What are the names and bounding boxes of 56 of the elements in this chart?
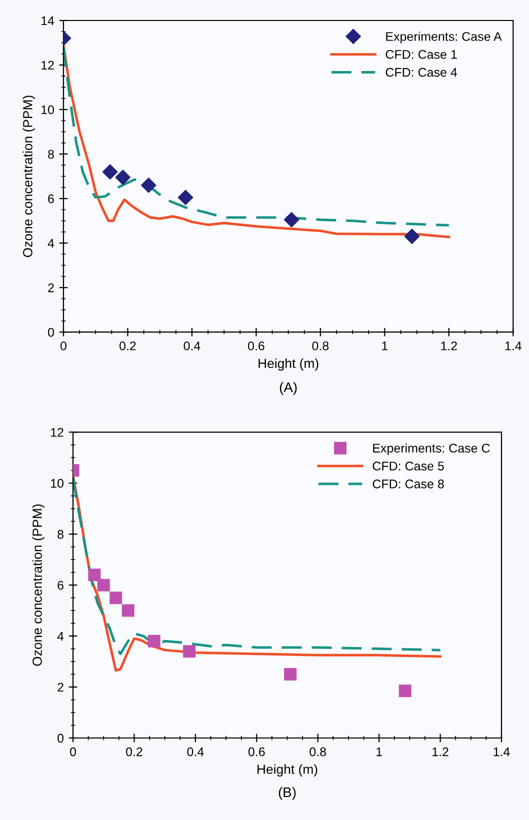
x-tick-label: 0.8 <box>312 341 329 350</box>
text: (A) <box>280 382 297 395</box>
x-tick-label: 0.6 <box>248 341 264 350</box>
y-tick-label: 12 <box>51 428 64 437</box>
y-tick-label: 12 <box>42 60 54 70</box>
point <box>183 645 196 658</box>
y-tick-label: 4 <box>48 239 54 248</box>
y-tick-label: 6 <box>58 580 64 590</box>
y-tick-label: 14 <box>42 16 54 26</box>
legend-label: CFD: Case 8 <box>372 480 444 488</box>
point <box>97 578 110 592</box>
y-tick-label: 0 <box>58 734 64 743</box>
y-tick-label: 2 <box>58 682 64 692</box>
y-tick-label: 4 <box>57 632 64 641</box>
x-tick-label: 0.2 <box>120 341 136 350</box>
x-tick-label: 0.6 <box>248 747 265 756</box>
y-tick-label: 10 <box>51 478 64 488</box>
x-tick-label: 1 <box>376 747 382 756</box>
point <box>178 190 194 206</box>
y-tick-label: 8 <box>58 530 64 539</box>
x-axis-title: Height (m) <box>258 358 318 371</box>
y-axis-title: Ozone concentration (PPM) <box>32 504 45 666</box>
y-tick-label: 10 <box>42 105 54 114</box>
x-tick-label: 0.4 <box>187 747 204 756</box>
point <box>404 228 420 244</box>
point <box>88 568 101 582</box>
point <box>115 170 130 185</box>
legend-label: Experiments: Case A <box>386 32 502 44</box>
x-tick-label: 1.4 <box>494 747 510 756</box>
x-tick-label: 0.4 <box>184 341 200 350</box>
legend-label: CFD: Case 5 <box>372 462 444 470</box>
point <box>110 592 122 604</box>
point <box>141 178 156 193</box>
x-tick-label: 1.2 <box>441 341 457 350</box>
point <box>284 212 300 228</box>
x-tick-label: 0 <box>70 747 76 756</box>
point <box>398 684 412 698</box>
legend-label: Experiments: Case C <box>373 443 490 456</box>
x-tick-label: 0.8 <box>310 747 326 756</box>
point <box>148 634 160 648</box>
point <box>122 604 134 617</box>
x-tick-label: 1 <box>382 342 388 350</box>
legend-label: CFD: Case 4 <box>386 68 458 77</box>
y-tick-label: 8 <box>48 150 54 159</box>
x-tick-label: 0.2 <box>126 747 142 756</box>
x-tick-label: 1.4 <box>505 342 522 350</box>
legend-label: CFD: Case 1 <box>386 50 457 59</box>
y-axis-title: Ozone concentration (PPM) <box>22 96 35 258</box>
y-tick-label: 6 <box>48 194 54 204</box>
x-tick-label: 1.2 <box>432 747 448 756</box>
x-axis-title: Height (m) <box>258 764 318 777</box>
point <box>102 164 118 180</box>
y-tick-label: 2 <box>48 283 54 292</box>
point <box>284 668 297 681</box>
text: (B) <box>278 786 296 800</box>
y-tick-label: 0 <box>48 328 54 337</box>
